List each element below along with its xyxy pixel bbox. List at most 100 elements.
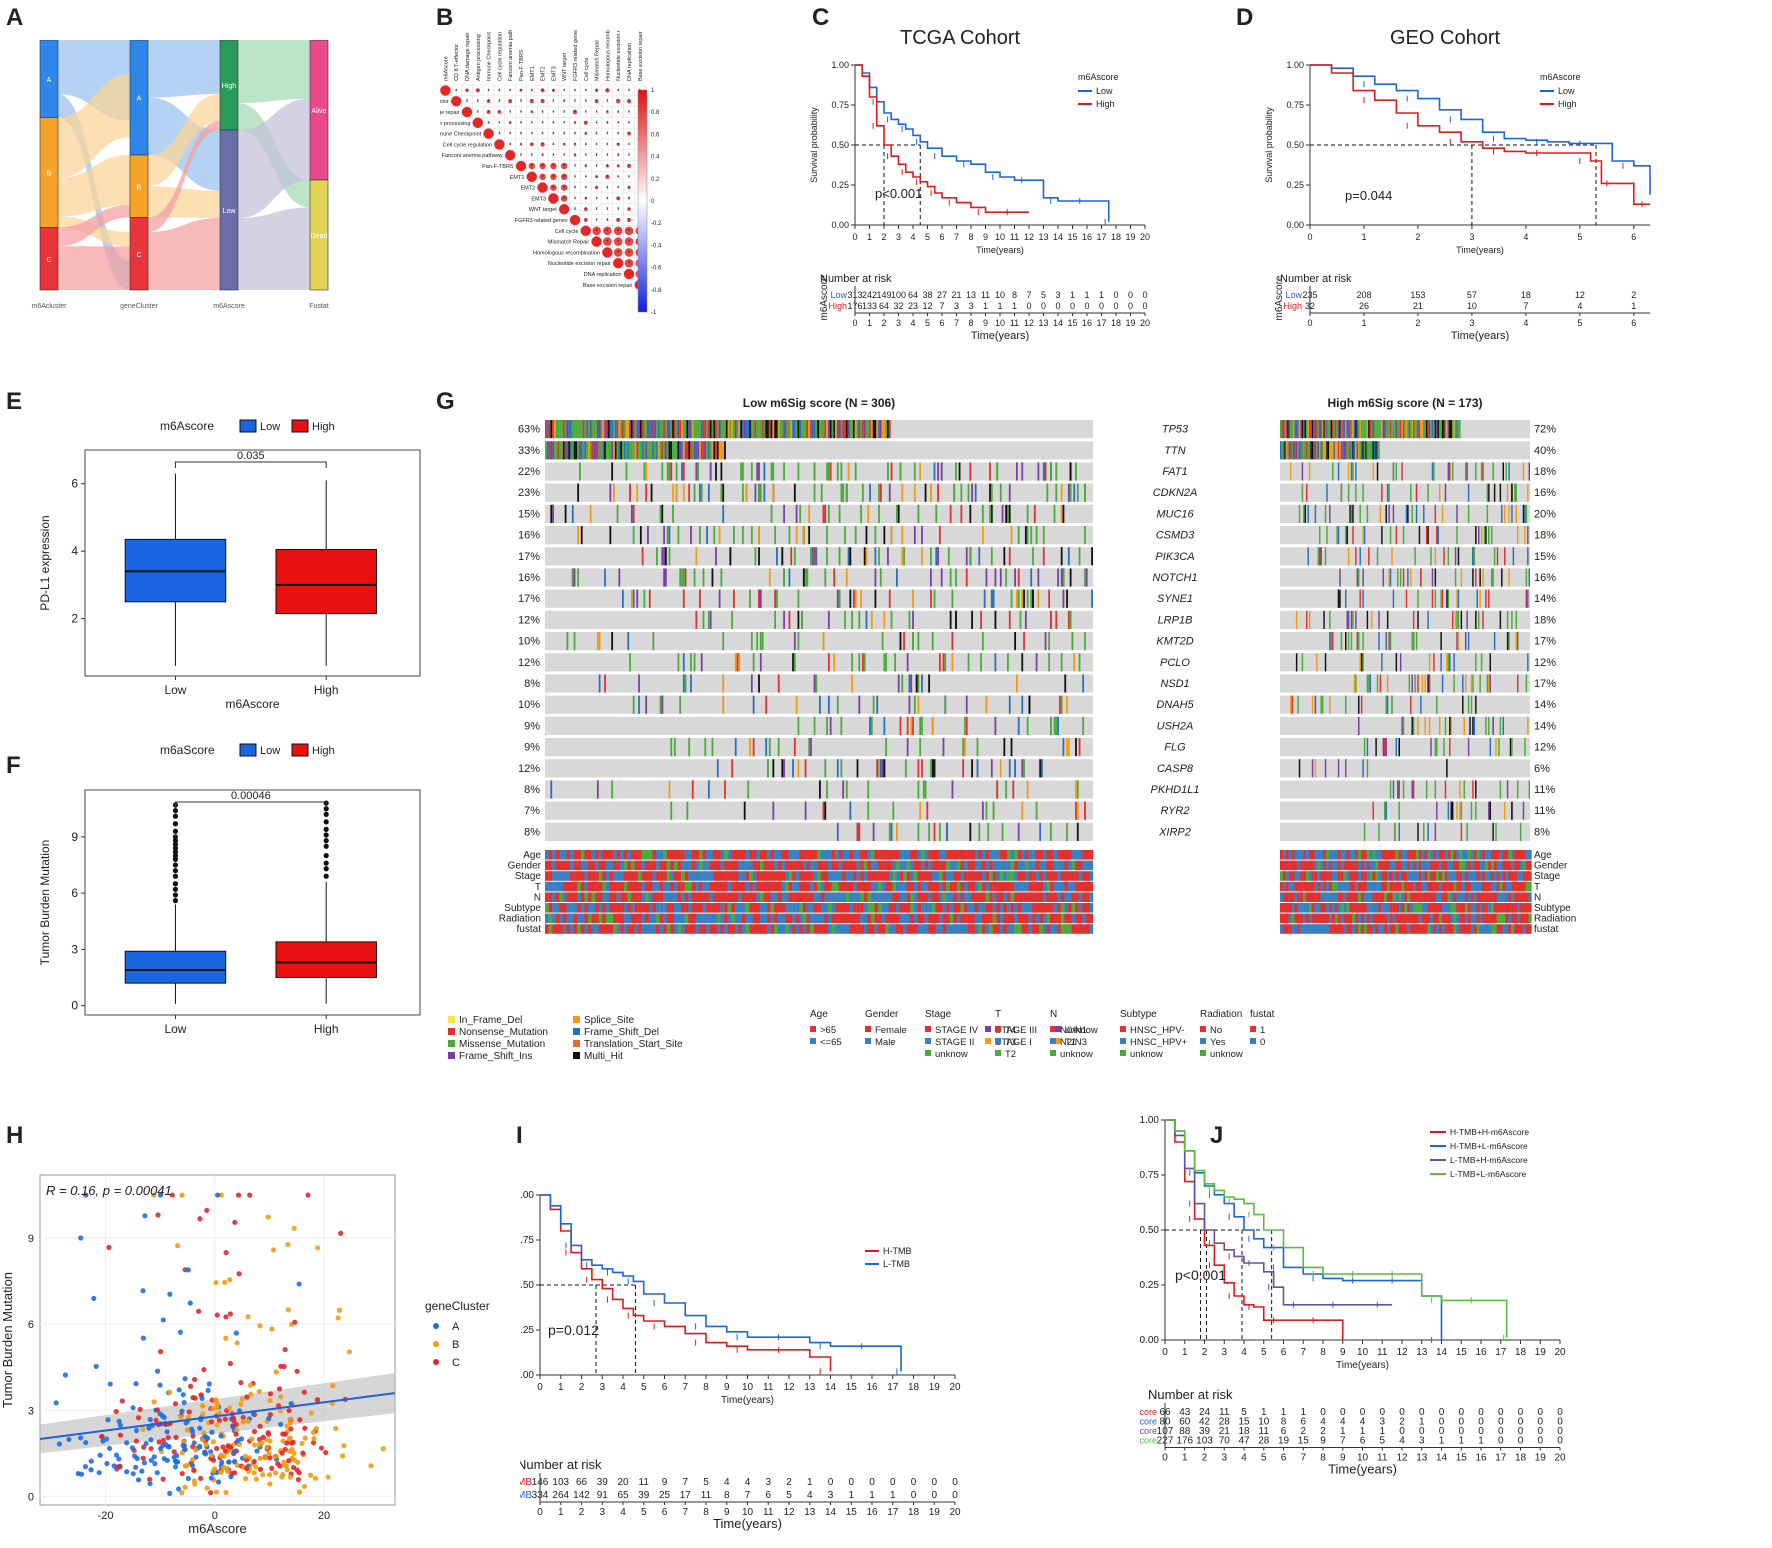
clinical-cell [774,871,779,881]
clinical-cell [1488,850,1492,860]
scatter-point [260,1434,266,1440]
mutation-cell [1402,780,1405,799]
outlier-point [323,860,329,866]
mutation-cell [1290,462,1292,481]
clinical-cell [587,881,592,892]
clinical-cell [949,881,954,892]
mutation-cell [1407,420,1409,439]
clinical-cell [921,924,925,934]
clinical-cell [781,881,786,892]
mutation-cell [1048,653,1051,672]
mutation-cell [1511,610,1513,629]
clinical-cell [1334,881,1339,892]
clinical-cell [713,913,718,924]
risk-x-tick-label: 3 [1469,318,1474,328]
mutation-cell [863,653,866,672]
clinical-cell [1003,860,1008,871]
mutation-cell [770,504,773,523]
sankey-node-label: A [47,77,52,84]
heatmap-dot [583,218,588,222]
scatter-point [296,1489,303,1495]
mutation-cell [575,420,578,439]
mutation-cell [722,483,725,502]
clinical-cell [738,850,743,860]
legend-label: Low [260,421,280,433]
mutation-cell [659,441,662,460]
clinical-cell [1386,871,1391,881]
mutation-cell [1388,420,1390,439]
mutation-cell [1372,420,1374,439]
clinical-cell [878,850,882,860]
clinical-legend-title: Subtype [1120,1009,1157,1020]
clinical-cell [799,892,804,902]
mutation-cell [1360,420,1363,439]
mutation-cell [1060,504,1063,523]
clinical-cell [1014,881,1018,892]
mutation-cell [1438,420,1441,439]
mutation-cell [1516,632,1519,651]
clinical-cell [1060,860,1065,871]
mutation-cell [801,610,803,629]
clinical-cell [659,881,664,892]
clinical-cell [656,924,660,934]
clinical-cell [1346,850,1350,860]
clinical-cell [1369,903,1373,913]
clinical-cell [763,850,768,860]
mutation-cell [611,420,614,439]
clinical-cell [648,881,653,892]
clinical-cell [881,924,886,934]
scatter-point [257,1323,263,1329]
clinical-cell [1485,871,1489,881]
clinical-cell [1522,913,1526,924]
mutation-cell [806,568,809,587]
clinical-cell [709,871,714,881]
mutation-cell [913,695,916,714]
scatter-point [308,1410,314,1416]
mutation-cell [1015,589,1018,608]
clinical-cell [1378,892,1382,902]
clinical-cell [652,924,657,934]
clinical-cell [1407,850,1411,860]
mutation-cell [1440,653,1442,672]
y-tick-label: 9 [28,1233,34,1245]
mutation-cell [774,610,777,629]
clinical-cell [892,881,897,892]
clinical-cell [1039,871,1044,881]
heatmap-star: * [628,207,630,213]
clinical-cell [616,892,621,902]
clinical-cell [1485,913,1489,924]
heatmap-dot [486,109,491,115]
clinical-cell [699,892,703,902]
clinical-cell [1288,860,1292,871]
clinical-legend-label: unknow [1210,1049,1243,1060]
mutation-cell [691,441,694,460]
mutation-cell [561,441,563,460]
mutation-cell [1376,674,1379,693]
mutation-cell [840,759,843,778]
clinical-cell [863,881,868,892]
clinical-cell [1488,881,1492,892]
clinical-legend-swatch [985,1038,991,1044]
mutation-cell [870,716,873,735]
mutation-cell [906,653,909,672]
clinical-cell [627,913,632,924]
mutation-cell [912,632,914,651]
heatmap-star: * [617,142,619,148]
oncoplot-row-bg [545,483,1093,502]
clinical-cell [724,924,728,934]
clinical-cell [921,850,925,860]
mutation-cell [1304,441,1307,460]
outlier-point [172,838,179,844]
clinical-cell [1522,871,1526,881]
outlier-point [172,841,179,847]
mutation-cell [700,441,703,460]
mutation-cell [638,420,640,439]
mutation-pct-left: 9% [524,742,540,754]
clinical-cell [545,903,549,913]
mutation-cell [553,420,556,439]
mutation-cell [1359,420,1361,439]
clinical-cell [831,850,836,860]
clinical-cell [1490,860,1495,871]
mutation-cell [1399,420,1402,439]
mutation-cell [797,716,800,735]
